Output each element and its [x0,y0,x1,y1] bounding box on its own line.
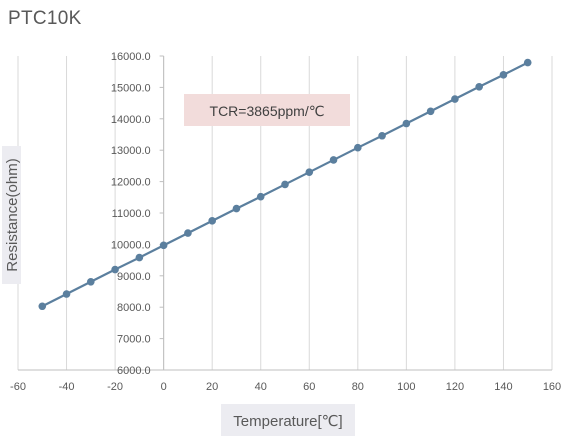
y-tick-label: 10000.0 [111,239,151,251]
data-point [208,217,216,225]
x-tick-label: 140 [494,381,512,393]
x-tick-label: 100 [397,381,415,393]
data-point [426,107,435,116]
y-axis-title: Resistance(ohm) [4,158,21,271]
data-point [305,168,314,176]
data-point [159,241,168,250]
y-tick-label: 14000.0 [111,114,151,126]
data-point [62,290,71,298]
data-point [523,58,532,67]
y-tick-label: 8000.0 [117,302,151,314]
x-tick-label: 20 [206,381,218,393]
data-point [281,180,289,189]
x-axis-title-bg [221,404,355,436]
x-tick-label: -20 [107,381,123,393]
data-point [451,95,459,103]
data-point [87,277,95,286]
data-point [475,82,483,91]
x-axis-title: Temperature[℃] [233,413,342,430]
data-point [184,229,192,237]
data-point [256,192,265,201]
y-tick-label: 7000.0 [117,334,151,346]
x-tick-label: 160 [543,381,561,393]
annotation-text: TCR=3865ppm/℃ [210,103,325,119]
data-point [378,131,386,140]
data-point [135,253,144,262]
x-tick-label: 40 [255,381,267,393]
data-point [354,143,362,152]
x-tick-label: 120 [446,381,464,393]
y-tick-label: 11000.0 [112,208,151,220]
y-tick-label: 9000.0 [117,271,151,283]
data-point [499,71,508,79]
data-point [329,156,338,164]
x-tick-label: -40 [59,381,75,393]
y-tick-label: 16000.0 [111,51,151,63]
x-tick-label: 0 [161,381,167,393]
y-tick-label: 15000.0 [111,82,151,94]
data-point [38,302,47,311]
x-tick-label: -60 [10,381,26,393]
data-point [402,119,411,128]
x-tick-label: 60 [303,381,315,393]
y-tick-label: 12000.0 [111,177,151,189]
annotation-box [184,94,350,126]
y-axis-title-bg [2,146,21,284]
chart-title: PTC10K [8,8,82,29]
y-tick-label: 13000.0 [111,145,151,157]
y-tick-label: 6000.0 [117,365,151,377]
data-point [111,265,119,274]
data-point [232,204,241,213]
x-tick-label: 80 [352,381,364,393]
